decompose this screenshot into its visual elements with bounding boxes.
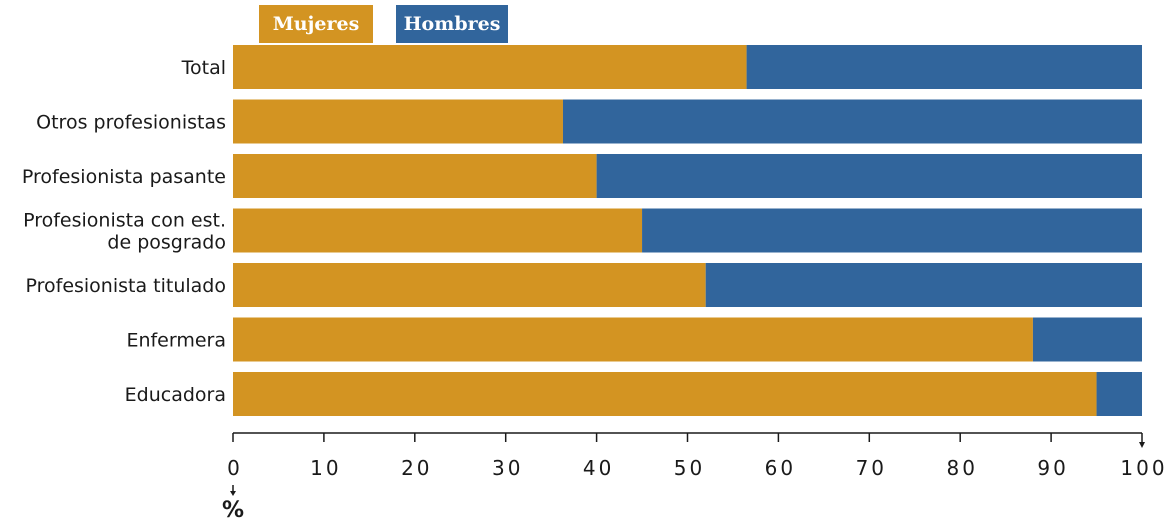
legend-hombres: Hombres — [396, 5, 508, 43]
bar-hombres-1 — [562, 99, 1142, 144]
x-tick-label-20: 20 — [401, 456, 432, 480]
unit-marker-arrow — [230, 491, 236, 496]
category-label-1: Otros profesionistas — [36, 112, 226, 134]
x-axis-unit-label: % — [222, 498, 244, 519]
category-label-line: Otros profesionistas — [36, 112, 226, 134]
x-tick-label-100: 100 — [1120, 456, 1167, 480]
x-tick-label-90: 90 — [1037, 456, 1068, 480]
bar-mujeres-4 — [233, 263, 706, 307]
category-label-6: Educadora — [125, 384, 226, 406]
category-label-line: Profesionista pasante — [22, 166, 226, 188]
category-label-line: Total — [181, 57, 226, 79]
category-label-line: Profesionista titulado — [25, 275, 226, 297]
category-label-3: Profesionista con est. de posgrado — [23, 210, 226, 254]
legend-mujeres: Mujeres — [259, 5, 373, 43]
category-label-5: Enfermera — [126, 330, 226, 352]
category-label-line: Enfermera — [126, 330, 226, 352]
bar-hombres-4 — [705, 263, 1142, 307]
category-label-4: Profesionista titulado — [25, 275, 226, 297]
x-tick-label-80: 80 — [946, 456, 977, 480]
x-tick-label-0: 0 — [227, 456, 243, 480]
bar-hombres-5 — [1032, 317, 1142, 362]
bar-hombres-0 — [746, 45, 1142, 89]
category-label-0: Total — [181, 57, 226, 79]
x-tick-label-70: 70 — [856, 456, 887, 480]
x-tick-label-40: 40 — [583, 456, 614, 480]
x-tick-label-10: 10 — [310, 456, 341, 480]
bar-mujeres-6 — [233, 372, 1097, 416]
bar-mujeres-5 — [233, 317, 1033, 362]
category-label-line: Profesionista con est. — [23, 210, 226, 232]
category-label-2: Profesionista pasante — [22, 166, 226, 188]
category-label-line: Educadora — [125, 384, 226, 406]
bar-mujeres-2 — [233, 154, 597, 198]
bar-hombres-2 — [596, 154, 1142, 198]
x-tick-label-30: 30 — [492, 456, 523, 480]
bar-hombres-3 — [642, 208, 1142, 253]
bar-mujeres-0 — [233, 45, 747, 89]
bar-mujeres-1 — [233, 99, 563, 144]
x-tick-label-50: 50 — [674, 456, 705, 480]
bar-hombres-6 — [1096, 372, 1142, 416]
x-tick-label-60: 60 — [765, 456, 796, 480]
x-axis-end-arrow — [1139, 442, 1145, 448]
category-label-line: de posgrado — [107, 232, 226, 254]
bar-mujeres-3 — [233, 208, 643, 253]
